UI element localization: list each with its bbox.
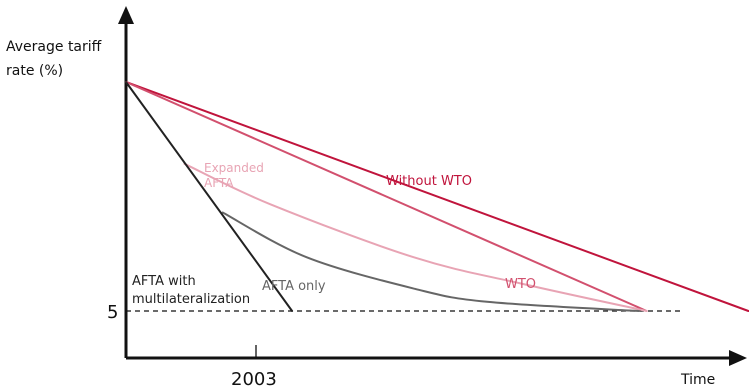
- series-line-without-wto: [125, 81, 749, 312]
- y-tick-label: 5: [107, 302, 118, 323]
- text-layer: Average tariff rate (%) Time 5 2003 With…: [6, 39, 715, 388]
- x-axis-label: Time: [680, 372, 715, 388]
- series-line-wto: [125, 81, 648, 312]
- series-line-afta-with-multilateralization: [125, 81, 294, 312]
- x-axis-arrowhead: [729, 350, 747, 366]
- y-axis-arrowhead: [118, 6, 134, 24]
- series-label-afta-multilateral-line2: multilateralization: [132, 292, 250, 307]
- series-label-wto: WTO: [505, 277, 536, 292]
- series-label-afta-multilateral-line1: AFTA with: [132, 274, 196, 289]
- series-label-without-wto: Without WTO: [386, 174, 472, 189]
- series-label-afta-only: AFTA only: [262, 279, 326, 294]
- y-axis-label-line1: Average tariff: [6, 39, 102, 55]
- series-label-expanded-afta-line1: Expanded: [204, 161, 264, 175]
- series-line-expanded-afta: [183, 162, 648, 312]
- axes: [118, 6, 747, 366]
- y-axis-label-line2: rate (%): [6, 63, 63, 79]
- series-line-afta-only: [221, 211, 640, 312]
- series-label-expanded-afta-line2: AFTA: [204, 176, 234, 190]
- x-tick-label: 2003: [231, 369, 277, 388]
- series-layer: [125, 81, 749, 312]
